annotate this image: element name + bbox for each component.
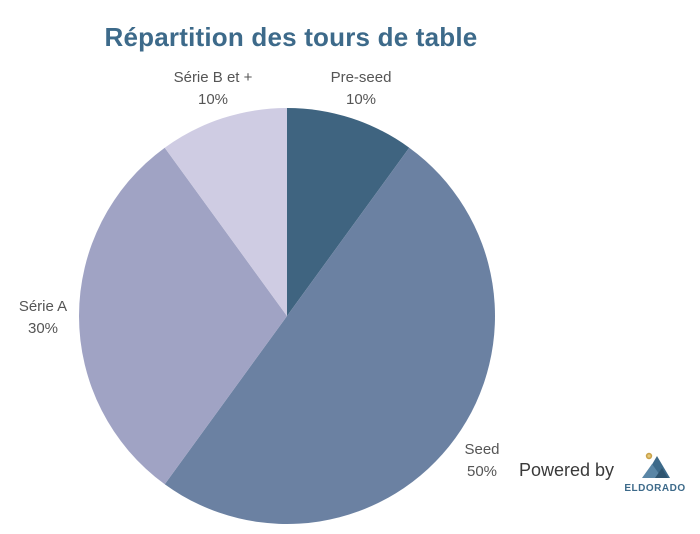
- pie-slices: [78, 108, 495, 524]
- slice-label: Seed: [464, 441, 499, 458]
- slice-value-label: 50%: [467, 463, 497, 480]
- slice-label: Pre-seed: [331, 69, 392, 86]
- chart-title: Répartition des tours de table: [104, 22, 478, 52]
- pie-slice-s-rie-b-et-: [164, 108, 287, 316]
- slice-value-label: 10%: [346, 91, 376, 108]
- powered-by-text: Powered by: [519, 460, 615, 480]
- pie-slice-pre-seed: [287, 108, 410, 316]
- mountain-icon: [642, 452, 670, 478]
- slice-value-label: 10%: [198, 91, 228, 108]
- eldorado-logo: ELDORADO: [622, 448, 688, 498]
- slice-label: Série B et +: [174, 69, 253, 86]
- pie-slice-s-rie-a: [78, 147, 287, 485]
- slice-label: Série A: [19, 298, 67, 315]
- logo-text: ELDORADO: [624, 483, 686, 494]
- pie-labels: Pre-seed 10% Seed 50% Série A 30% Série B et +…: [19, 69, 500, 480]
- slice-value-label: 30%: [28, 320, 58, 337]
- pie-slice-seed: [164, 147, 495, 524]
